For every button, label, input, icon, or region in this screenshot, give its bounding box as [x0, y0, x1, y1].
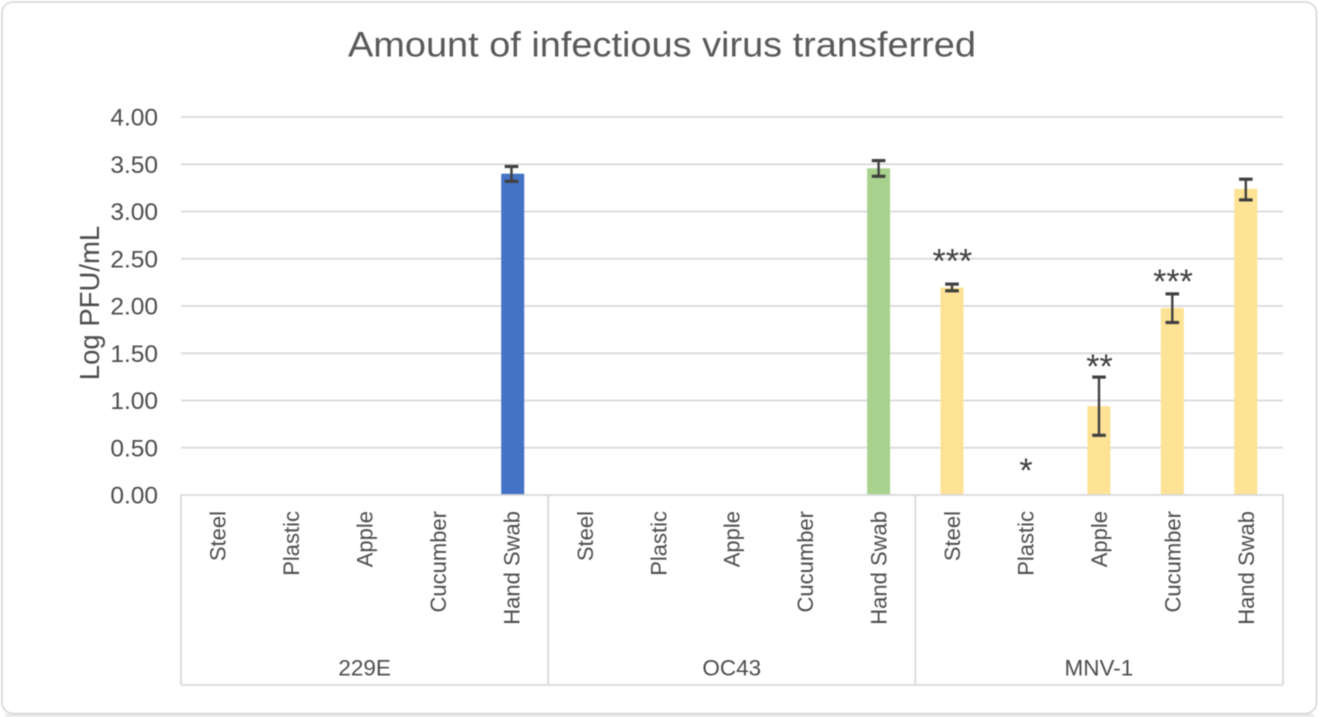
svg-text:**: ** — [1086, 348, 1112, 386]
svg-text:MNV-1: MNV-1 — [1065, 656, 1134, 681]
svg-text:*: * — [1019, 452, 1032, 490]
svg-text:1.00: 1.00 — [110, 388, 158, 415]
svg-text:Apple: Apple — [1087, 511, 1112, 567]
svg-text:0.50: 0.50 — [110, 435, 158, 462]
svg-text:***: *** — [933, 243, 973, 281]
svg-text:Hand Swab: Hand Swab — [499, 511, 524, 625]
svg-text:Apple: Apple — [720, 511, 745, 567]
svg-text:Plastic: Plastic — [279, 511, 304, 576]
svg-text:3.50: 3.50 — [110, 152, 158, 179]
svg-text:Steel: Steel — [573, 511, 598, 561]
svg-text:1.50: 1.50 — [110, 341, 158, 368]
svg-text:Steel: Steel — [206, 511, 231, 561]
svg-text:2.50: 2.50 — [110, 246, 158, 273]
svg-text:OC43: OC43 — [702, 656, 761, 681]
svg-text:Steel: Steel — [940, 511, 965, 561]
svg-text:Hand Swab: Hand Swab — [867, 511, 892, 625]
svg-text:Amount of infectious virus tra: Amount of infectious virus transferred — [348, 26, 976, 65]
svg-text:0.00: 0.00 — [110, 483, 158, 510]
svg-text:Cucumber: Cucumber — [793, 511, 818, 612]
svg-text:Hand Swab: Hand Swab — [1234, 511, 1259, 625]
svg-text:2.00: 2.00 — [110, 294, 158, 321]
svg-text:Plastic: Plastic — [1013, 511, 1038, 576]
svg-text:***: *** — [1153, 263, 1193, 301]
svg-text:Cucumber: Cucumber — [1160, 511, 1185, 612]
svg-text:Apple: Apple — [353, 511, 378, 567]
svg-text:Log PFU/mL: Log PFU/mL — [74, 226, 105, 380]
svg-text:4.00: 4.00 — [110, 105, 158, 132]
svg-text:Plastic: Plastic — [646, 511, 671, 576]
svg-text:229E: 229E — [338, 656, 391, 681]
svg-text:Cucumber: Cucumber — [426, 511, 451, 612]
svg-text:3.00: 3.00 — [110, 199, 158, 226]
